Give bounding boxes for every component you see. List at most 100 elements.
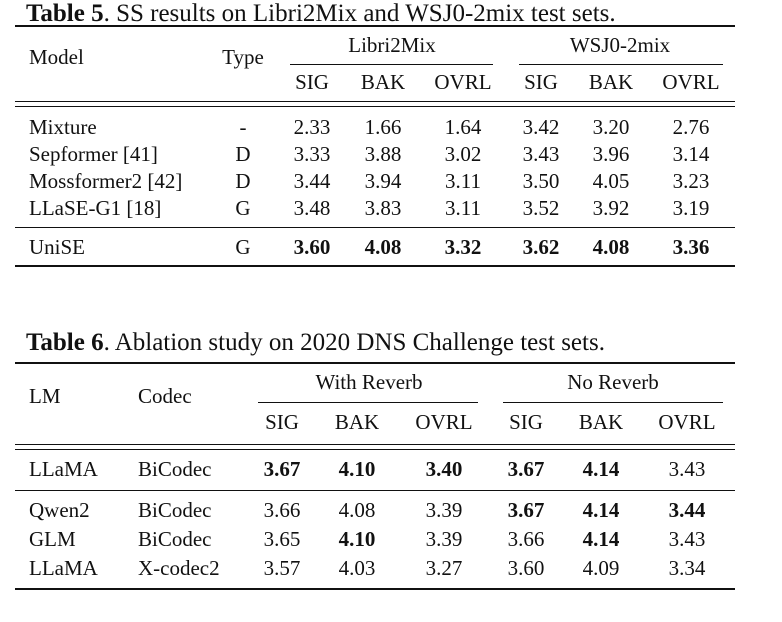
table5-metric-header: OVRL	[662, 70, 720, 94]
table5-cell: 3.19	[672, 196, 710, 220]
table5-row-type: D	[235, 169, 251, 193]
table6-header-double-rule	[15, 449, 735, 450]
table5-metric-header: OVRL	[434, 70, 492, 94]
table5-cell: 3.11	[445, 169, 481, 193]
table5-cell: 4.08	[364, 235, 402, 259]
table5-header-group2: WSJ0-2mix	[569, 33, 671, 57]
table6-metric-header: SIG	[265, 410, 299, 434]
table6-cell: 3.67	[507, 498, 545, 522]
table5-caption-text: . SS results on Libri2Mix and WSJ0-2mix …	[103, 0, 616, 27]
table5-header-model: Model	[29, 45, 84, 69]
table5-cell: 3.60	[293, 235, 331, 259]
table6-row-codec: X-codec2	[138, 556, 220, 580]
table6-cell: 3.34	[668, 556, 706, 580]
table6-mid-rule	[15, 490, 735, 491]
table6-cell: 3.40	[425, 457, 463, 481]
table5-row-model: LLaSE-G1 [18]	[29, 196, 162, 220]
table6-cell: 3.43	[668, 457, 706, 481]
table6-cell: 3.60	[507, 556, 545, 580]
table5-metric-header: BAK	[360, 70, 406, 94]
table6-metric-header: OVRL	[658, 410, 716, 434]
table5-cell: 3.20	[592, 115, 630, 139]
table5-cell: 3.43	[522, 142, 560, 166]
table5-row-type: G	[235, 196, 251, 220]
table6-cell: 4.10	[338, 457, 376, 481]
table5-header-group1: Libri2Mix	[348, 33, 436, 57]
table5-cell: 3.96	[592, 142, 630, 166]
table5-label: Table 5	[26, 0, 104, 27]
table5-cell: 1.64	[444, 115, 482, 139]
table6-row-lm: GLM	[29, 527, 76, 551]
table6-metric-header: OVRL	[415, 410, 473, 434]
table5-row-model: Mixture	[29, 115, 97, 139]
table6-bottom-rule	[15, 588, 735, 590]
table6-cell: 4.10	[338, 527, 376, 551]
table5-row-type: G	[235, 235, 251, 259]
table6-label: Table 6	[26, 329, 104, 356]
table5-header-double-rule	[15, 101, 735, 102]
table5-row-model: Mossformer2 [42]	[29, 169, 183, 193]
table5-cell: 3.23	[672, 169, 710, 193]
table5-cell: 3.42	[522, 115, 560, 139]
table5-cell: 3.83	[364, 196, 402, 220]
table5-cell: 3.92	[592, 196, 630, 220]
table6-row-codec: BiCodec	[138, 527, 212, 551]
table6-row-codec: BiCodec	[138, 498, 212, 522]
table5-row-model: Sepformer [41]	[29, 142, 158, 166]
table5-group1-rule	[290, 64, 493, 65]
table6-top-rule	[15, 362, 735, 364]
table5-cell: 1.66	[364, 115, 402, 139]
table6-header-lm: LM	[29, 384, 61, 408]
table6-group1-rule	[258, 402, 478, 403]
table5-metric-header: SIG	[524, 70, 558, 94]
table5-cell: 3.44	[293, 169, 331, 193]
table6-row-lm: LLaMA	[29, 556, 98, 580]
table5-cell: 4.05	[592, 169, 630, 193]
table6-cell: 4.08	[338, 498, 376, 522]
table6-cell: 4.03	[338, 556, 376, 580]
table6-caption-text: . Ablation study on 2020 DNS Challenge t…	[103, 329, 605, 356]
table5-bottom-rule	[15, 265, 735, 267]
table6-cell: 3.66	[263, 498, 301, 522]
table6-cell: 4.14	[582, 527, 620, 551]
table6-cell: 3.66	[507, 527, 545, 551]
table5-cell: 3.11	[445, 196, 481, 220]
table6-header-double-rule	[15, 444, 735, 445]
table6-cell: 4.09	[582, 556, 620, 580]
table5-cell: 2.33	[293, 115, 331, 139]
table6-cell: 3.44	[668, 498, 706, 522]
table6-group2-rule	[503, 402, 723, 403]
table5-cell: 3.88	[364, 142, 402, 166]
table5-cell: 3.02	[444, 142, 482, 166]
table5-row-model: UniSE	[29, 235, 86, 259]
table6-row-codec: BiCodec	[138, 457, 212, 481]
table6-cell: 3.43	[668, 527, 706, 551]
table6-cell: 3.67	[507, 457, 545, 481]
table5-metric-header: SIG	[295, 70, 329, 94]
table5-cell: 3.52	[522, 196, 560, 220]
table5-row-type: D	[235, 142, 251, 166]
table6-cell: 3.57	[263, 556, 301, 580]
table5-cell: 3.33	[293, 142, 331, 166]
table5-cell: 3.36	[672, 235, 710, 259]
table6-row-lm: LLaMA	[29, 457, 98, 481]
table6-header-group1: With Reverb	[315, 370, 423, 394]
table5-mid-rule	[15, 227, 735, 228]
table5-metric-header: BAK	[588, 70, 634, 94]
table5-header-type: Type	[222, 45, 264, 69]
table5-cell: 4.08	[592, 235, 630, 259]
table6-metric-header: BAK	[334, 410, 380, 434]
table5-cell: 3.14	[672, 142, 710, 166]
table5-cell: 3.94	[364, 169, 402, 193]
table5-header-double-rule	[15, 106, 735, 107]
table6-cell: 3.67	[263, 457, 301, 481]
table6-cell: 3.39	[425, 527, 463, 551]
table5-caption: Table 5. SS results on Libri2Mix and WSJ…	[26, 1, 616, 26]
table6-cell: 3.39	[425, 498, 463, 522]
table5-cell: 3.48	[293, 196, 331, 220]
table5-cell: 3.62	[522, 235, 560, 259]
table6-header-codec: Codec	[138, 384, 192, 408]
table6-cell: 4.14	[582, 498, 620, 522]
table6-cell: 3.65	[263, 527, 301, 551]
table5-group2-rule	[519, 64, 723, 65]
